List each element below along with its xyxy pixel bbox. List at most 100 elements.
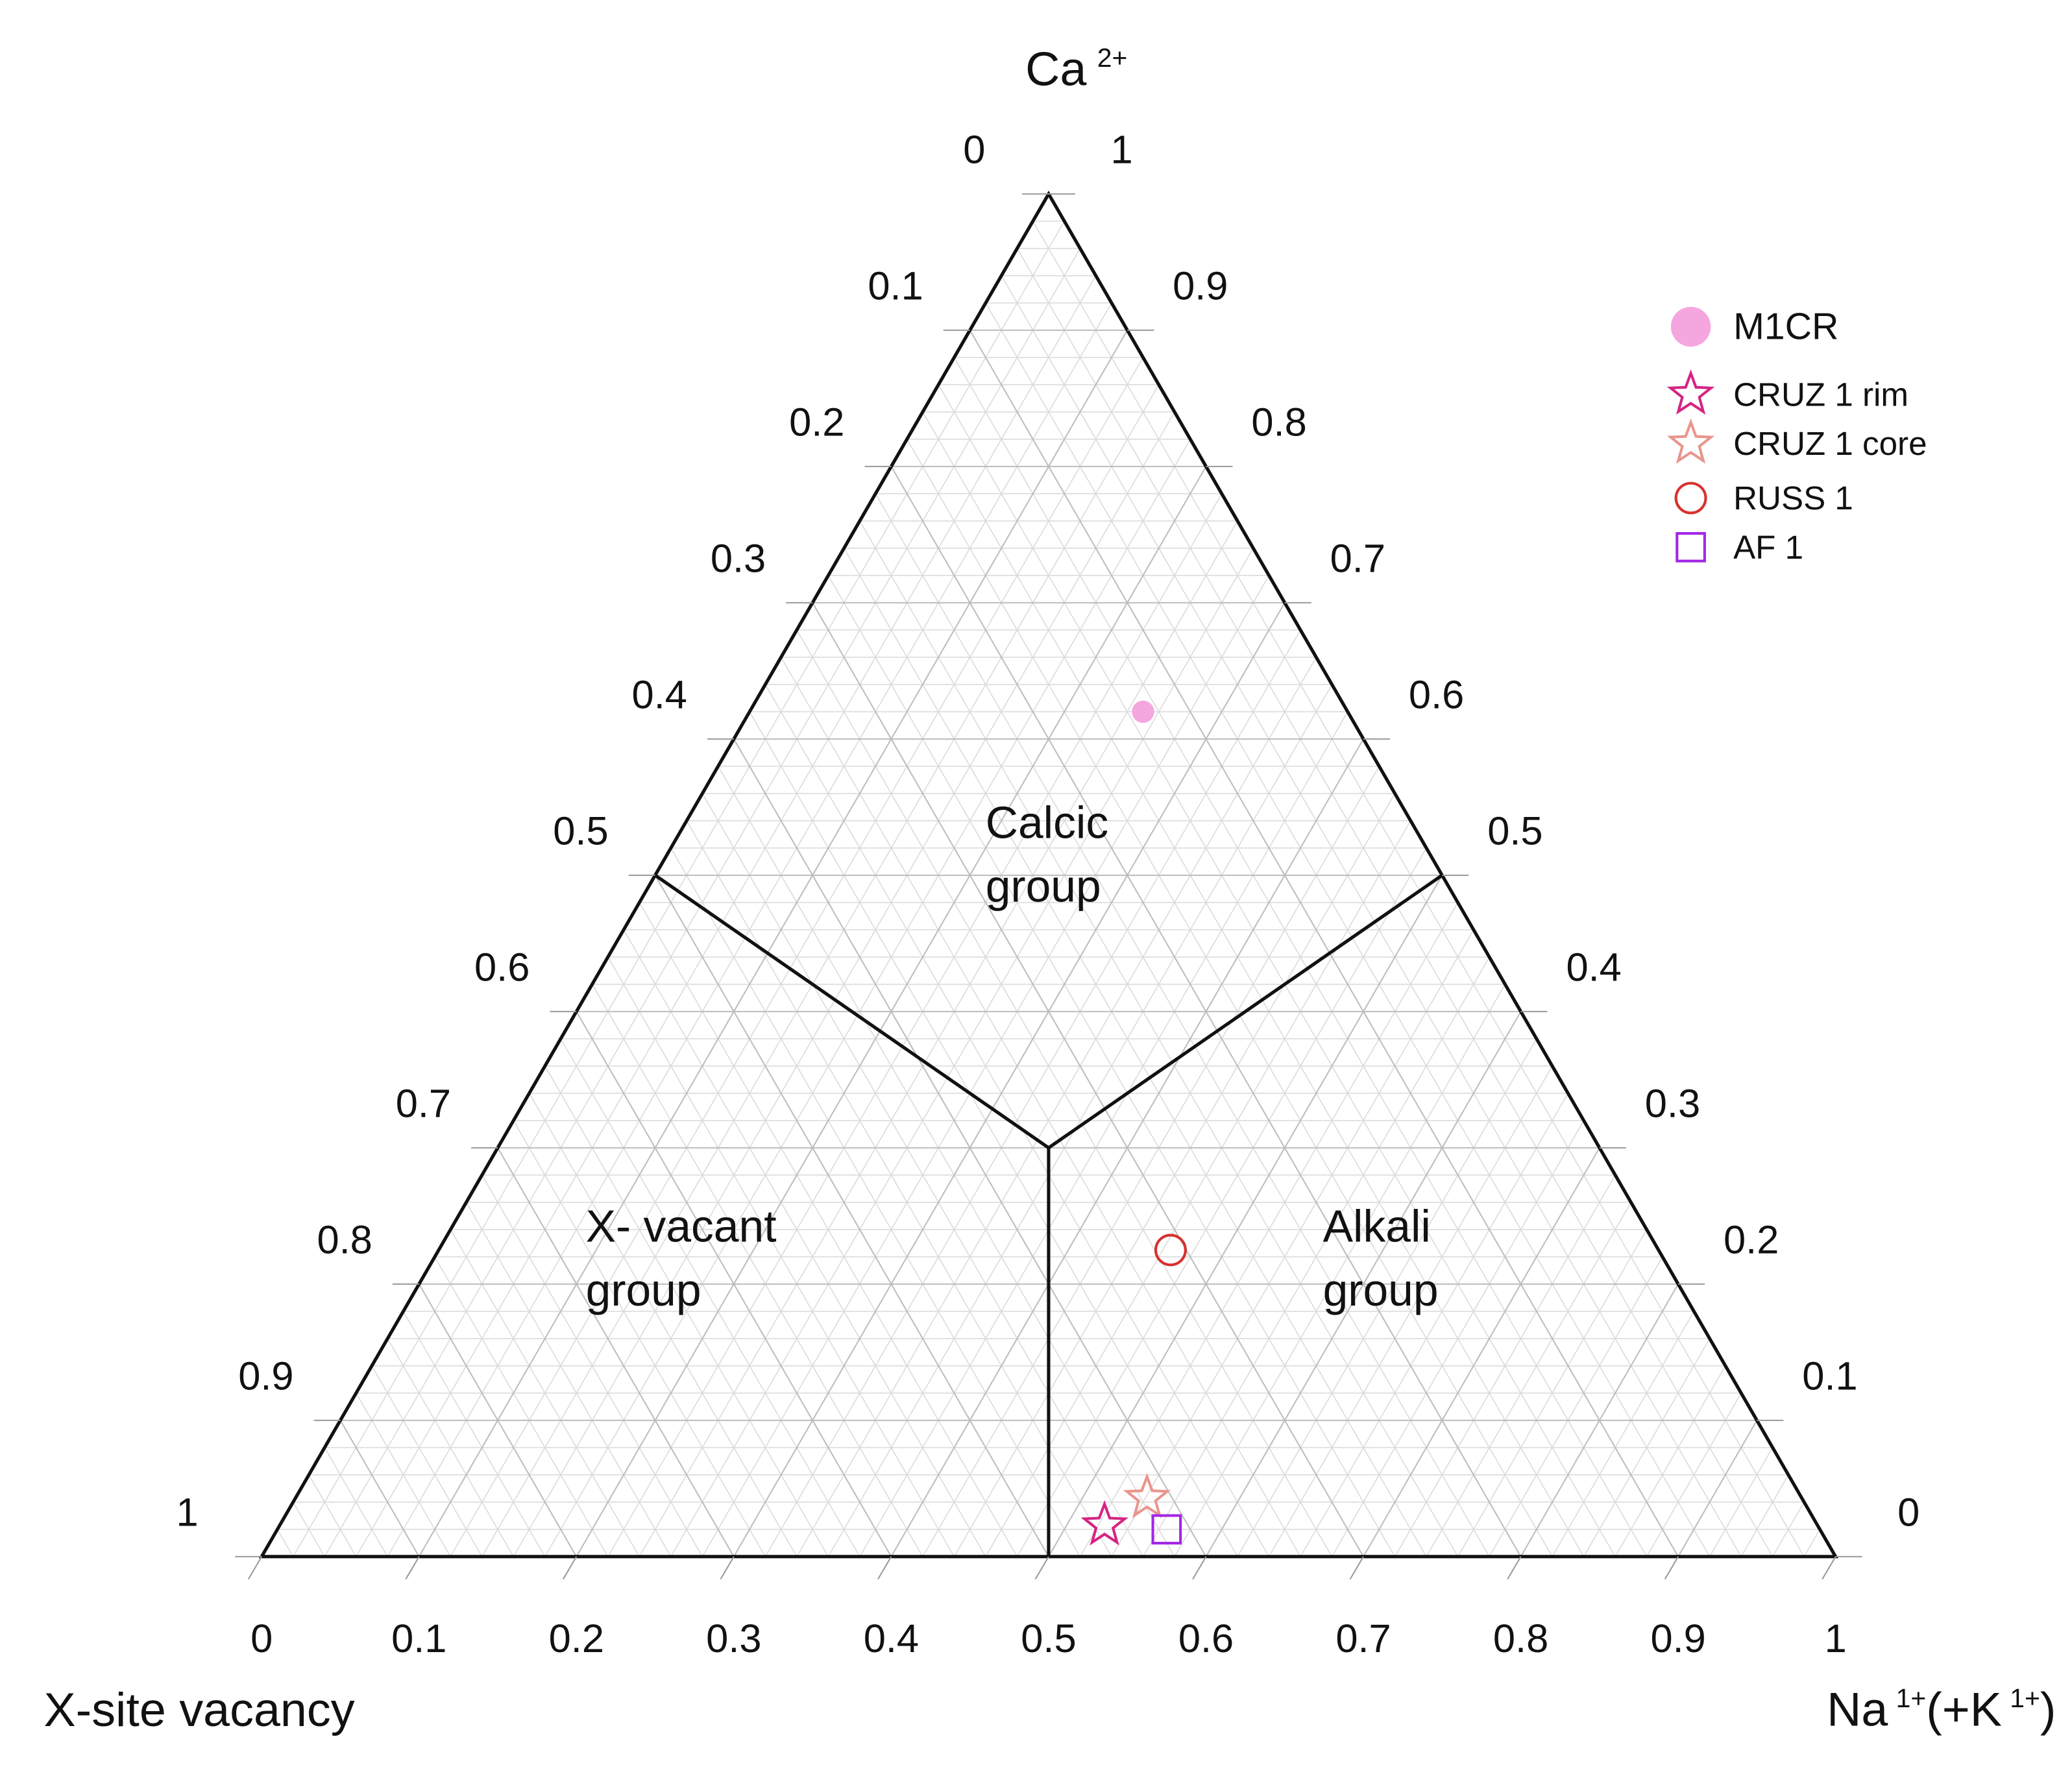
- minor-grid-line: [953, 793, 1396, 1557]
- legend-marker: [1676, 531, 1706, 563]
- ca-tick-label: 0: [1897, 1491, 1920, 1535]
- grid-line: [418, 1284, 578, 1557]
- minor-grid-line: [481, 1175, 703, 1557]
- region-label: Alkali: [1323, 1201, 1431, 1252]
- na-tick-label: 0.7: [1335, 1616, 1391, 1661]
- ca-tick-label: 0.2: [1724, 1218, 1779, 1263]
- vacancy-tick-label: 0.5: [553, 809, 608, 854]
- minor-grid-line: [827, 684, 1333, 1557]
- minor-grid-line: [276, 1529, 294, 1557]
- tick-mark: [1664, 1556, 1679, 1580]
- grid-line: [497, 1147, 735, 1557]
- minor-grid-line: [1142, 956, 1490, 1557]
- minor-grid-line: [356, 275, 1097, 1557]
- region-label: Calcic: [986, 797, 1108, 848]
- minor-grid-line: [749, 711, 1238, 1557]
- tick-mark: [877, 1556, 892, 1580]
- ca-tick-label: 0.8: [1251, 400, 1306, 445]
- minor-grid-line: [1032, 221, 1805, 1557]
- tick-mark: [1349, 1556, 1364, 1580]
- region-label: group: [986, 861, 1101, 912]
- minor-grid-line: [796, 657, 1317, 1557]
- minor-grid-line: [623, 929, 986, 1557]
- tick-mark: [1507, 1556, 1522, 1580]
- minor-grid-line: [591, 984, 923, 1557]
- minor-grid-line: [1016, 847, 1427, 1557]
- na-tick-label: 1: [1825, 1616, 1847, 1661]
- marker: [1132, 700, 1154, 724]
- grid-line: [576, 1011, 892, 1557]
- minor-grid-line: [387, 1338, 514, 1557]
- vacancy-tick-label: 0.9: [238, 1354, 293, 1399]
- minor-grid-line: [1426, 1202, 1632, 1557]
- legend-marker: [1666, 418, 1715, 464]
- minor-grid-line: [922, 766, 1380, 1557]
- minor-grid-line: [1001, 275, 1742, 1557]
- na-tick-label: 0.1: [391, 1616, 446, 1661]
- minor-grid-line: [1331, 1120, 1585, 1557]
- na-tick-label: 0.9: [1650, 1616, 1705, 1661]
- minor-grid-line: [544, 439, 1191, 1557]
- region-label: group: [1323, 1265, 1439, 1315]
- ca-axis-title-text: Ca: [1025, 42, 1086, 96]
- minor-grid-line: [686, 820, 1112, 1557]
- minor-grid-line: [1772, 1502, 1805, 1557]
- vacancy-tick-label: 0.6: [474, 945, 530, 990]
- minor-grid-line: [560, 1038, 860, 1557]
- ca-axis-title-sup: 2+: [1097, 43, 1128, 73]
- minor-grid-line: [607, 956, 955, 1557]
- minor-grid-line: [780, 657, 1301, 1557]
- minor-grid-line: [1237, 1038, 1537, 1557]
- vacancy-tick-label: 0.1: [868, 264, 923, 309]
- marker: [1123, 1473, 1171, 1518]
- minor-grid-line: [764, 684, 1270, 1557]
- legend-label: M1CR: [1733, 306, 1838, 348]
- vacancy-tick-label: 1: [177, 1491, 199, 1535]
- marker: [1080, 1500, 1128, 1546]
- minor-grid-line: [701, 793, 1144, 1557]
- ca-tick-label: 1: [1110, 128, 1132, 173]
- vacancy-tick-label: 0: [963, 128, 985, 173]
- minor-grid-line: [513, 1120, 766, 1557]
- plot: 0 0.1 0.2 0.3 0.4 0.5 0.6 0.7 0.8 0.9 1 0 0.1 0.2 0.3 0…: [44, 42, 2056, 1736]
- marker: [1154, 1234, 1187, 1267]
- vacancy-tick-label: 0.4: [632, 673, 687, 718]
- minor-grid-line: [308, 1474, 357, 1557]
- tick-mark: [720, 1556, 735, 1580]
- ca-tick-label: 0.6: [1409, 673, 1464, 718]
- ca-tick-label: 0.9: [1173, 264, 1228, 309]
- grid-line: [733, 602, 1286, 1557]
- na-tick-label: 0.4: [864, 1616, 919, 1661]
- minor-grid-line: [906, 439, 1553, 1557]
- minor-grid-line: [1740, 1474, 1789, 1557]
- ca-tick-label: 0.1: [1802, 1354, 1857, 1399]
- legend-marker: [1674, 481, 1707, 515]
- na-axis-title-text: ): [2040, 1683, 2056, 1736]
- na-tick-label: 0: [250, 1616, 273, 1661]
- grid-line: [1048, 875, 1443, 1557]
- minor-grid-line: [402, 1311, 546, 1557]
- grid-line: [418, 330, 1128, 1557]
- grid-line: [339, 1420, 420, 1557]
- minor-grid-line: [1552, 1311, 1695, 1557]
- na-axis-title-text: Na: [1827, 1683, 1888, 1736]
- region-label: X- vacant: [586, 1201, 777, 1252]
- na-tick-label: 0.8: [1493, 1616, 1548, 1661]
- grid-line: [890, 466, 1522, 1557]
- na-tick-label: 0.6: [1178, 1616, 1234, 1661]
- na-tick-label: 0.5: [1021, 1616, 1076, 1661]
- minor-grid-line: [1709, 1447, 1773, 1557]
- minor-grid-line: [843, 548, 1427, 1557]
- minor-grid-line: [670, 548, 1254, 1557]
- minor-grid-line: [293, 221, 1065, 1557]
- vacancy-tick-label: 0.8: [317, 1218, 372, 1263]
- minor-grid-line: [985, 820, 1411, 1557]
- minor-grid-line: [1394, 1175, 1616, 1557]
- minor-grid-line: [324, 1447, 388, 1557]
- marker: [1151, 1514, 1182, 1545]
- minor-grid-line: [1489, 1256, 1663, 1557]
- minor-grid-line: [859, 711, 1348, 1557]
- tick-mark: [247, 1556, 263, 1580]
- ca-tick-label: 0.3: [1645, 1082, 1700, 1126]
